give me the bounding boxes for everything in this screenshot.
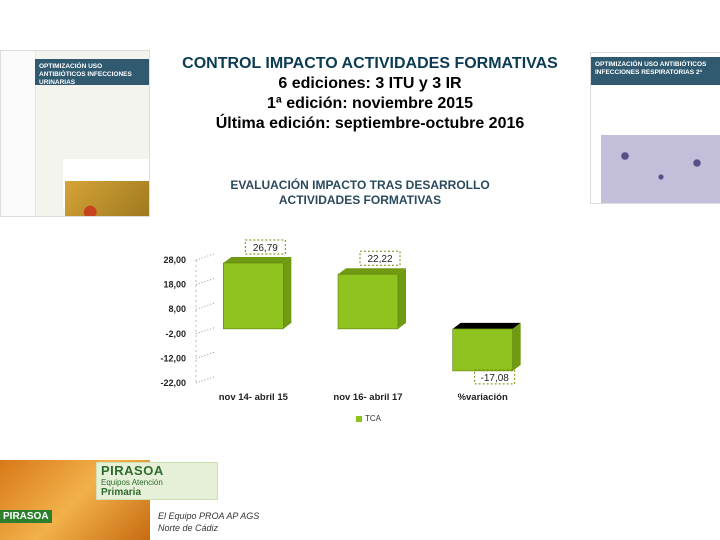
title-line-2: 6 ediciones: 3 ITU y 3 IR (278, 75, 462, 92)
y-tick-label: 8,00 (168, 304, 186, 314)
left-thumb-header: OPTIMIZACIÓN USO ANTIBIÓTICOS INFECCIONE… (35, 59, 149, 86)
y-tick-label: 18,00 (163, 280, 186, 290)
bar (452, 328, 513, 372)
bar (223, 262, 284, 330)
legend-label: TCA (365, 414, 381, 423)
y-tick-label: -12,00 (160, 353, 186, 363)
bacteria-image (65, 181, 149, 216)
logo-name: PIRASOA (101, 463, 164, 478)
data-label: 22,22 (367, 254, 392, 265)
title-line-1: CONTROL IMPACTO ACTIVIDADES FORMATIVAS (182, 55, 558, 72)
bar-side (283, 256, 292, 329)
title-line-3: 1ª edición: noviembre 2015 (267, 95, 473, 112)
thumbnail-sidebar (1, 51, 36, 216)
right-thumb-header: OPTIMIZACIÓN USO ANTIBIÓTICOS INFECCIONE… (591, 57, 720, 85)
bar-top (452, 322, 521, 329)
data-label-box (244, 239, 286, 255)
logo-subtitle-2: Primaria (101, 487, 142, 498)
team-credit: El Equipo PROA AP AGS Norte de Cádiz (158, 510, 259, 534)
data-label-box (359, 250, 401, 266)
y-tick-label: -2,00 (165, 329, 186, 339)
team-line-1: El Equipo PROA AP AGS (158, 511, 260, 521)
pirasoa-tag: PIRASOA (0, 510, 52, 523)
x-tick-label: %variación (458, 392, 508, 403)
bar-chart: 28,00 18,00 8,00 -2,00 -12,00 -22,00 26,79 nov … (160, 239, 521, 403)
y-gridline (195, 327, 215, 335)
y-tick-label: -22,00 (160, 378, 186, 388)
bar-top (338, 268, 406, 275)
bar-side (512, 322, 521, 371)
legend-swatch (356, 415, 362, 422)
data-label-box (474, 369, 516, 385)
slide-title: CONTROL IMPACTO ACTIVIDADES FORMATIVAS 6… (150, 54, 590, 134)
y-gridline (195, 351, 215, 359)
y-gridline (195, 253, 215, 261)
y-tick-label: 28,00 (163, 255, 186, 265)
chart-title: EVALUACIÓN IMPACTO TRAS DESARROLLO ACTIV… (230, 178, 490, 207)
data-label: 26,79 (253, 243, 278, 254)
logo-subtitle: Equipos Atención (101, 478, 163, 487)
right-document-thumbnail: OPTIMIZACIÓN USO ANTIBIÓTICOS INFECCIONE… (590, 52, 720, 204)
data-label: -17,08 (480, 373, 509, 384)
left-document-thumbnail: OPTIMIZACIÓN USO ANTIBIÓTICOS INFECCIONE… (0, 50, 150, 217)
bar-top (223, 256, 292, 263)
team-line-2: Norte de Cádiz (158, 523, 219, 533)
pirasoa-logo: PIRASOA Equipos Atención Primaria (96, 462, 218, 500)
x-tick-label: nov 14- abril 15 (219, 392, 289, 403)
bar (337, 273, 399, 330)
title-line-4: Última edición: septiembre-octubre 2016 (215, 115, 525, 132)
y-gridline (195, 278, 215, 286)
bar-side (398, 268, 406, 329)
x-tick-label: nov 16- abril 17 (333, 392, 402, 403)
y-gridline (195, 302, 215, 310)
microscope-image (601, 135, 720, 203)
y-gridline (195, 376, 215, 384)
chart-legend: TCA (356, 414, 381, 423)
